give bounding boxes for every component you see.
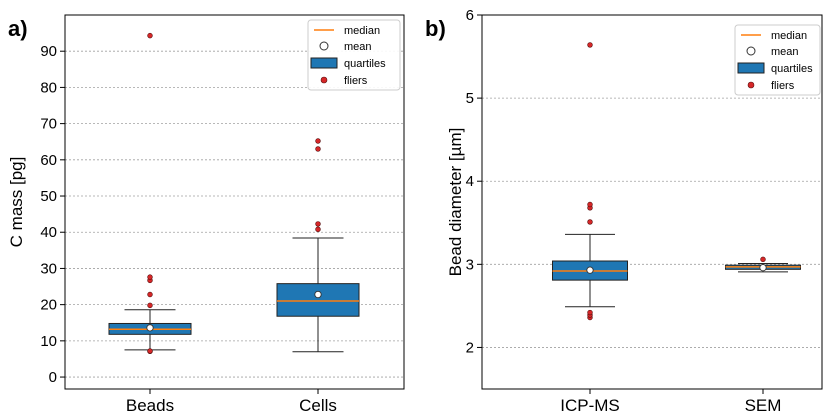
plot-frame [481, 14, 823, 390]
y-tick-label: 50 [40, 188, 57, 205]
plot-frame [64, 14, 405, 390]
y-tick-label: 5 [466, 90, 474, 107]
y-tick-label: 2 [466, 339, 474, 356]
y-tick-label: 3 [466, 256, 474, 273]
legend-box [734, 24, 821, 96]
y-tick-label: 6 [466, 7, 474, 24]
flier-point [315, 221, 321, 227]
x-tick-label: ICP-MS [560, 396, 620, 413]
x-tick-label: Cells [299, 396, 337, 413]
legend-mean-swatch [319, 41, 329, 51]
legend-label: median [771, 30, 807, 42]
legend-label: fliers [771, 80, 795, 92]
y-tick-label: 30 [40, 260, 57, 277]
flier-point [760, 256, 766, 263]
flier-point [587, 309, 593, 316]
y-tick-label: 20 [40, 297, 57, 314]
y-tick-label: 80 [40, 79, 57, 96]
legend-fliers-swatch [747, 81, 755, 89]
flier-point [587, 201, 593, 208]
legend-mean-swatch [746, 46, 756, 56]
flier-point [587, 42, 593, 48]
legend-label: mean [771, 46, 799, 58]
legend-label: fliers [344, 75, 368, 87]
legend-box [307, 19, 401, 91]
x-tick-label: SEM [745, 396, 782, 413]
y-tick-label: 0 [49, 369, 57, 386]
mean-marker [759, 264, 767, 272]
legend-label: quartiles [344, 58, 386, 70]
y-tick-label: 4 [466, 173, 474, 190]
flier-point [147, 302, 153, 309]
y-axis-label: C mass [pg] [7, 157, 26, 248]
quartile-box [276, 283, 360, 317]
y-tick-label: 90 [40, 43, 57, 60]
legend-quartiles-swatch [737, 62, 765, 74]
flier-point [147, 32, 153, 39]
y-tick-label: 10 [40, 333, 57, 350]
y-axis-label: Bead diameter [µm] [446, 128, 465, 277]
flier-point [315, 226, 321, 233]
x-tick-label: Beads [126, 396, 174, 413]
flier-point [587, 219, 593, 225]
legend-label: mean [344, 41, 372, 53]
mean-marker [586, 266, 594, 274]
legend-label: quartiles [771, 63, 813, 75]
flier-point [315, 146, 321, 152]
y-tick-label: 40 [40, 224, 57, 241]
mean-marker [314, 290, 322, 299]
flier-point [147, 274, 153, 280]
panel-label: a) [8, 16, 28, 41]
flier-point [315, 138, 321, 144]
legend-label: median [344, 25, 380, 37]
flier-point [147, 348, 153, 354]
y-tick-label: 60 [40, 152, 57, 169]
flier-point [147, 291, 153, 298]
y-tick-label: 70 [40, 116, 57, 133]
legend-quartiles-swatch [310, 57, 338, 69]
legend-fliers-swatch [320, 76, 328, 84]
mean-marker [146, 324, 154, 332]
panel-label: b) [425, 16, 446, 41]
